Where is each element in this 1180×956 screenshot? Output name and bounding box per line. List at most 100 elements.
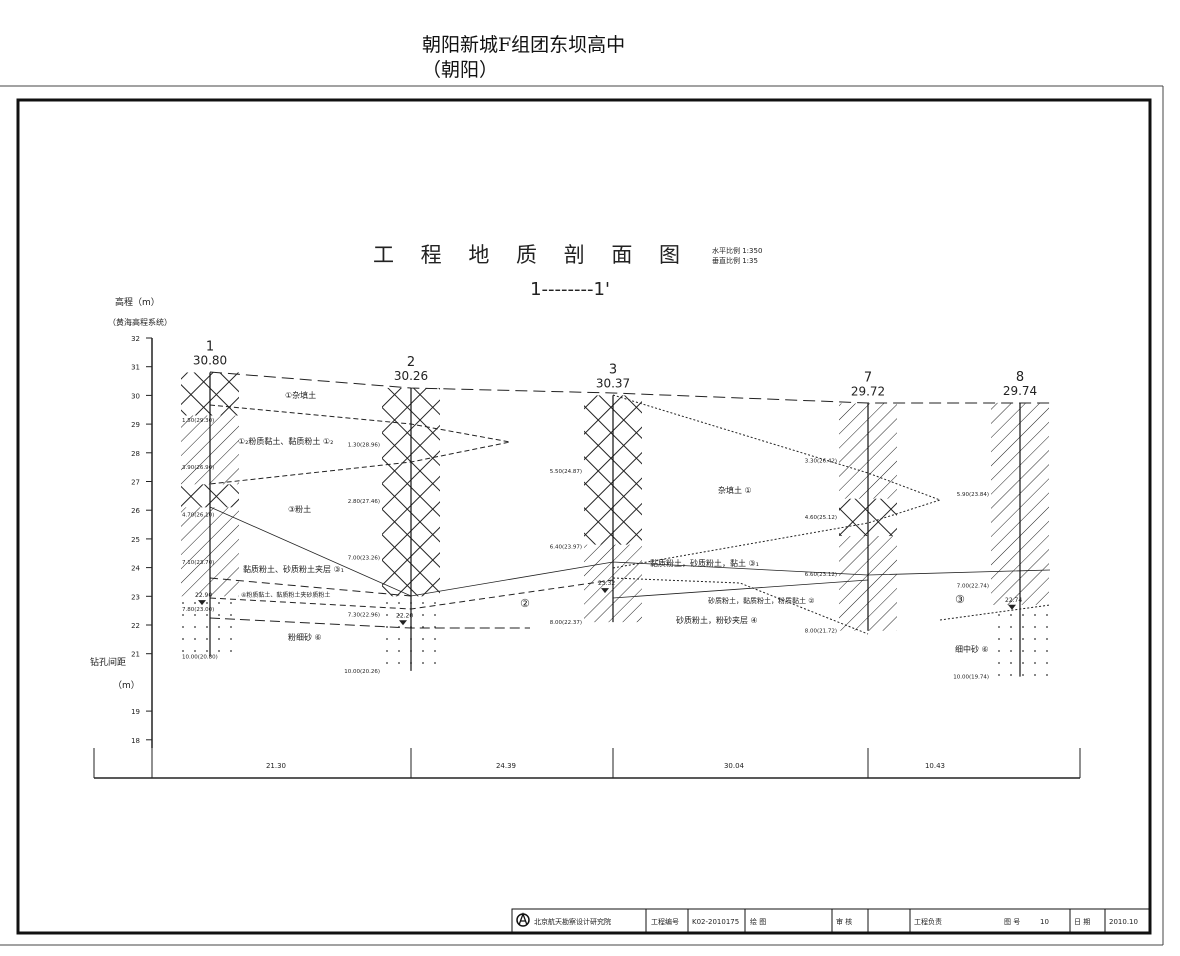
layer-label: ② (520, 597, 530, 610)
spacing-unit: （m） (113, 680, 140, 691)
date-label: 日 期 (1074, 918, 1090, 926)
y-axis-sublabel: （黄海高程系统） (108, 317, 172, 327)
drawn-label: 绘 图 (750, 917, 766, 926)
spacing-value: 21.30 (266, 762, 286, 770)
axis-tick-label: 29 (131, 421, 140, 429)
layer-label: 砂质粉土，粉砂夹层 ④ (676, 615, 758, 625)
axis-tick-label: 23 (131, 593, 140, 601)
water-level-icon (1008, 604, 1016, 610)
layer-depth: 1.30(28.96) (348, 443, 380, 449)
elevation-axis: 32 31 30 29 28 27 26 25 24 23 22 21 19 18 (131, 335, 153, 748)
axis-tick-label: 21 (131, 651, 140, 659)
company-logo-icon (516, 912, 530, 927)
axis-tick-label: 31 (131, 364, 140, 372)
borehole-8: 829.74 5.90(23.84) 7.00(22.74) 10.00(19.74)… (953, 370, 1049, 681)
layer-label: 砂质粉土，黏质粉土，粉质黏土 ② (708, 596, 815, 605)
drawing-title: 工 程 地 质 剖 面 图 (373, 243, 690, 267)
layer-label: ③粉土 (288, 504, 311, 514)
layer-label: ④粉质黏土、黏质粉土夹砂质粉土 (241, 591, 330, 599)
borehole-elevation: 29.72 (851, 384, 885, 398)
axis-tick-label: 30 (131, 392, 140, 400)
axis-tick-label: 26 (131, 507, 140, 515)
spacing-label: 钻孔间距 (90, 656, 126, 668)
borehole-1: 130.80 1.50(29.30) 3.90(26.90) 4.70(26.10) 7… (181, 339, 239, 661)
date: 2010.10 (1109, 918, 1138, 926)
layer-depth: 10.00(19.74) (953, 675, 989, 681)
layer-label: 黏质粉土、砂质粉土夹层 ③₁ (243, 564, 344, 574)
axis-tick-label: 27 (131, 479, 140, 487)
borehole-elevation: 30.37 (596, 376, 630, 390)
layer-label: ③ (955, 593, 965, 606)
layer-labels: ①杂填土 ①₂粉质黏土、黏质粉土 ①₂ ③粉土 黏质粉土、砂质粉土夹层 ③₁ ④… (238, 390, 989, 654)
borehole-id: 3 (609, 362, 617, 377)
layer-label: 粉细砂 ⑥ (288, 632, 322, 642)
title-block (511, 908, 1151, 934)
borehole-elevation: 30.80 (193, 353, 227, 367)
axis-tick-label: 22 (131, 622, 140, 630)
axis-tick-label: 24 (131, 565, 140, 573)
layer-label: 黏质粉土，砂质粉土，黏土 ③₁ (650, 558, 759, 568)
company-name: 北京航天勘察设计研究院 (534, 917, 611, 926)
layer-depth: 2.80(27.46) (348, 499, 380, 505)
layer-depth: 7.10(23.70) (182, 560, 214, 566)
borehole-id: 1 (206, 339, 214, 354)
layer-depth: 10.00(20.80) (182, 655, 218, 661)
layer-depth: 7.00(23.26) (348, 556, 380, 562)
water-level-icon (198, 600, 206, 606)
borehole-7: 729.72 3.30(26.42) 4.60(25.12) 6.60(23.12) 8… (805, 370, 897, 635)
axis-tick-label: 28 (131, 450, 140, 458)
spacing-value: 30.04 (724, 762, 745, 770)
water-level-icon (601, 588, 609, 594)
review-label: 审 核 (836, 917, 852, 926)
layer-label: ①杂填土 (285, 390, 316, 400)
scale-vertical: 垂直比例 1:35 (712, 256, 758, 265)
layer-depth: 5.90(23.84) (957, 492, 989, 498)
layer-depth: 4.60(25.12) (805, 515, 837, 521)
axis-tick-label: 32 (131, 335, 140, 343)
axis-tick-label: 19 (131, 708, 140, 716)
layer-depth: 4.70(26.10) (182, 513, 214, 519)
layer-depth: 1.50(29.30) (182, 418, 214, 424)
sheet-no: 10 (1040, 918, 1049, 926)
project-no-label: 工程编号 (651, 917, 679, 926)
axis-tick-label: 25 (131, 536, 140, 544)
manager-label: 工程负责 (914, 917, 942, 926)
scale-horizontal: 水平比例 1:350 (712, 246, 762, 255)
layer-depth: 6.40(23.97) (550, 545, 582, 551)
layer-depth: 3.90(26.90) (182, 465, 214, 471)
borehole-id: 7 (864, 370, 872, 385)
layer-depth: 7.00(22.74) (957, 583, 989, 589)
layer-depth: 3.30(26.42) (805, 458, 837, 464)
layer-depth: 8.00(21.72) (805, 629, 837, 635)
project-title: 朝阳新城F组团东坝高中 (422, 34, 626, 56)
project-no: K02-2010175 (692, 918, 739, 926)
boreholes: 130.80 1.50(29.30) 3.90(26.90) 4.70(26.10) 7… (181, 339, 1049, 681)
spacing-value: 10.43 (925, 762, 945, 770)
borehole-id: 8 (1016, 370, 1024, 385)
layer-label: 杂填土 ① (718, 485, 752, 495)
project-district: （朝阳） (422, 59, 499, 81)
borehole-id: 2 (407, 355, 415, 370)
layer-depth: 10.00(20.26) (344, 669, 380, 675)
layer-label: ①₂粉质黏土、黏质粉土 ①₂ (238, 436, 333, 446)
sheet-label: 图 号 (1004, 918, 1020, 926)
borehole-elevation: 29.74 (1003, 384, 1037, 398)
axis-tick-label: 18 (131, 737, 140, 745)
borehole-3: 330.37 5.50(24.87) 6.40(23.97) 8.00(22.37) 2… (550, 362, 642, 626)
section-label: 1--------1' (530, 279, 610, 300)
layer-depth: 8.00(22.37) (550, 620, 582, 626)
y-axis-label: 高程（m） (115, 296, 160, 308)
spacing-value: 24.39 (496, 762, 516, 770)
borehole-elevation: 30.26 (394, 369, 428, 383)
water-level: 22.90 (195, 592, 212, 599)
water-level-icon (399, 620, 407, 626)
layer-label: 细中砂 ⑥ (955, 644, 989, 654)
layer-depth: 7.80(23.00) (182, 607, 214, 613)
layer-depth: 6.60(23.12) (805, 572, 837, 578)
spacing-row (93, 748, 1081, 779)
water-level: 23.32 (598, 580, 615, 587)
layer-depth: 5.50(24.87) (550, 469, 582, 475)
water-level: 22.20 (396, 612, 413, 619)
water-level: 22.74 (1005, 597, 1022, 604)
borehole-2: 230.26 1.30(28.96) 2.80(27.46) 7.00(23.26) 7… (344, 355, 440, 675)
